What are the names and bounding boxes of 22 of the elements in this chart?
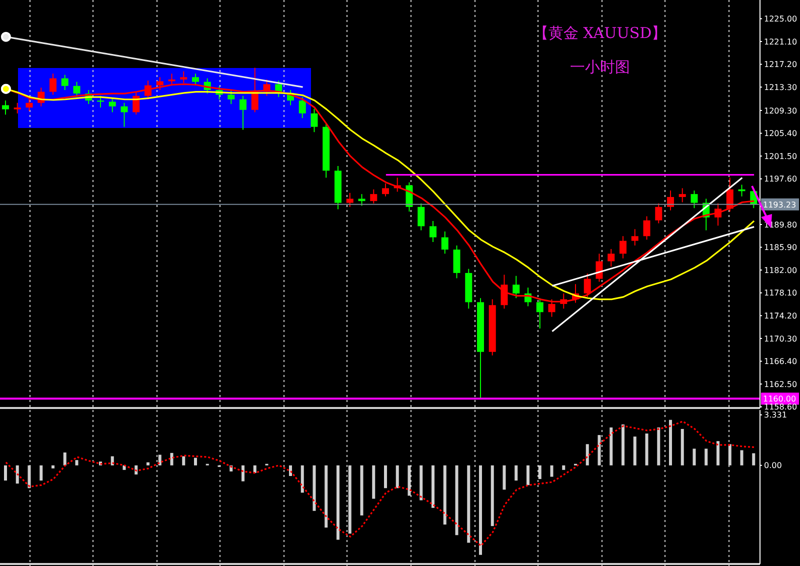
y-tick-label: 1205.40 xyxy=(764,129,798,138)
y-tick-label: 1166.40 xyxy=(764,357,798,366)
y-tick-label: 1170.30 xyxy=(764,334,798,344)
y-tick-label: 3.331 xyxy=(764,410,787,420)
ref-line-label: 1193.23 xyxy=(763,200,796,210)
y-tick-label: 1201.50 xyxy=(764,152,798,161)
text: 一小时图 xyxy=(569,58,631,77)
ref-line-label: 1160.00 xyxy=(763,394,796,404)
y-tick-label: 1213.30 xyxy=(764,82,798,92)
y-tick-label: 1209.30 xyxy=(764,106,798,116)
y-tick-label: 1197.60 xyxy=(764,174,798,184)
y-tick-label: 1221.10 xyxy=(764,37,798,46)
y-tick-label: 1174.20 xyxy=(764,311,798,320)
y-tick-label: 1217.20 xyxy=(764,60,798,70)
y-tick-label: 1158.60 xyxy=(764,402,798,412)
y-tick-label: 1182.00 xyxy=(764,266,798,275)
text: 【黄金 XAUUSD】 xyxy=(532,24,668,43)
y-tick-label: 1162.50 xyxy=(764,380,798,389)
y-tick-label: 0.00 xyxy=(764,461,782,470)
y-tick-label: 1178.10 xyxy=(764,288,798,298)
y-tick-label: 1225.00 xyxy=(764,14,798,24)
y-tick-label: 1185.90 xyxy=(764,243,798,252)
